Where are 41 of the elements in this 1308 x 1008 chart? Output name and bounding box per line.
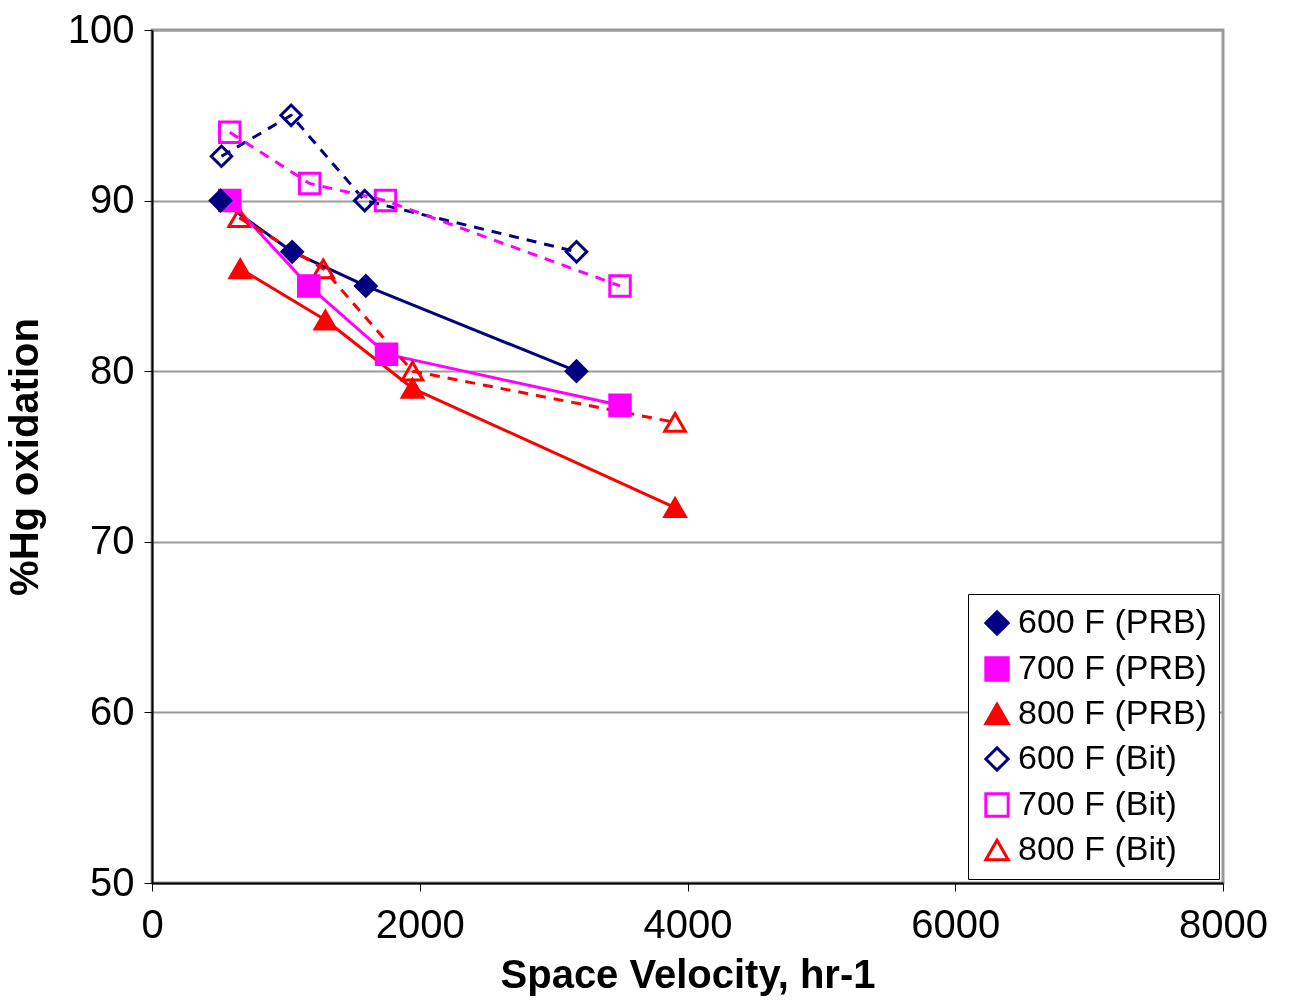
point (374, 342, 399, 366)
x-tick-label: 0 (141, 901, 164, 946)
x-axis-title: Space Velocity, hr-1 (500, 951, 876, 996)
point (311, 258, 335, 280)
point (208, 188, 233, 213)
legend-label: 700 F (PRB) (1018, 648, 1207, 686)
point (209, 144, 234, 168)
point (608, 274, 632, 298)
legend-label: 700 F (Bit) (1018, 784, 1177, 822)
point (352, 188, 377, 213)
point (663, 497, 687, 519)
y-tick-label: 60 (90, 688, 135, 733)
x-tick-label: 6000 (911, 901, 1001, 946)
y-tick-label: 70 (90, 518, 135, 563)
legend-label: 800 F (PRB) (1018, 693, 1207, 731)
point (400, 377, 425, 399)
point (564, 240, 589, 264)
point (663, 412, 687, 433)
y-tick-label: 80 (90, 347, 135, 392)
point (400, 360, 425, 382)
x-tick-label: 4000 (643, 901, 733, 946)
y-tick-label: 50 (90, 859, 135, 904)
point (279, 103, 303, 128)
point (218, 120, 242, 145)
y-axis-title: %Hg oxidation (1, 318, 46, 596)
point (313, 309, 338, 331)
point (297, 171, 322, 196)
point (354, 274, 378, 298)
point (297, 274, 321, 298)
point (608, 393, 632, 418)
point (564, 359, 589, 383)
legend-label: 800 F (Bit) (1018, 829, 1177, 867)
x-tick-label: 8000 (1179, 901, 1268, 946)
point (280, 240, 304, 264)
x-tick-label: 2000 (375, 901, 465, 946)
y-tick-label: 90 (90, 177, 135, 222)
legend-label: 600 F (PRB) (1018, 602, 1207, 640)
legend-label: 600 F (Bit) (1018, 738, 1177, 776)
y-tick-label: 100 (67, 6, 135, 51)
point (228, 258, 252, 280)
point (373, 188, 398, 213)
